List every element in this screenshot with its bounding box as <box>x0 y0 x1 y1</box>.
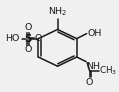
Text: NH$_2$: NH$_2$ <box>48 6 67 18</box>
Text: S: S <box>24 34 32 44</box>
Text: O: O <box>35 34 42 43</box>
Text: CH$_3$: CH$_3$ <box>99 65 117 77</box>
Text: HO: HO <box>5 34 20 43</box>
Text: NH: NH <box>86 62 100 71</box>
Text: OH: OH <box>87 29 102 38</box>
Text: O: O <box>24 45 32 54</box>
Text: O: O <box>24 23 32 32</box>
Text: O: O <box>86 78 93 87</box>
